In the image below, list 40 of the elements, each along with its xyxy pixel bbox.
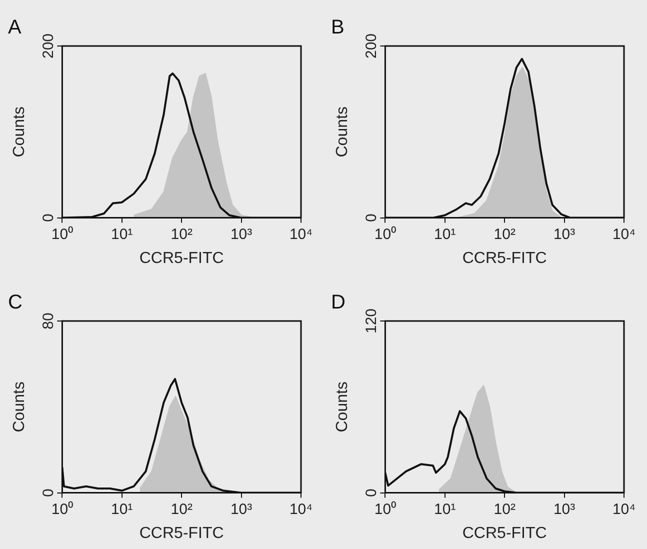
y-tick-label: 120: [362, 308, 380, 334]
y-tick-label: 0: [40, 488, 57, 497]
chart-title: C: [8, 292, 22, 314]
x-tick-label: 10⁴: [289, 500, 313, 518]
x-axis-title: CCR5-FITC: [462, 250, 547, 267]
x-axis-title: CCR5-FITC: [462, 524, 547, 542]
x-tick-label: 10⁰: [51, 226, 74, 243]
x-tick-label: 10²: [494, 226, 516, 243]
chart-title: D: [331, 292, 346, 314]
y-axis-title: Counts: [11, 382, 28, 432]
x-tick-label: 10¹: [434, 226, 456, 243]
x-axis-title: CCR5-FITC: [139, 524, 224, 542]
x-tick-label: 10⁰: [51, 500, 74, 518]
x-tick-label: 10²: [170, 226, 192, 243]
x-tick-label: 10¹: [111, 226, 133, 243]
x-tick-label: 10²: [494, 500, 516, 518]
x-tick-label: 10³: [553, 226, 576, 243]
x-axis-title: CCR5-FITC: [139, 250, 224, 267]
y-tick-label: 0: [362, 488, 380, 497]
x-tick-label: 10⁴: [612, 226, 636, 243]
x-tick-label: 10¹: [111, 500, 133, 518]
x-tick-label: 10²: [170, 500, 192, 518]
x-tick-label: 10⁴: [612, 500, 636, 518]
x-tick-label: 10⁰: [374, 500, 396, 518]
y-tick-label: 80: [40, 312, 57, 330]
x-tick-label: 10³: [230, 226, 252, 243]
y-tick-label: 200: [40, 33, 57, 59]
x-tick-label: 10¹: [434, 500, 456, 518]
x-tick-label: 10⁴: [289, 226, 313, 243]
y-axis-title: Counts: [334, 106, 352, 158]
x-tick-label: 10³: [553, 500, 576, 518]
y-tick-label: 200: [362, 33, 380, 59]
y-tick-label: 0: [362, 214, 380, 222]
chart-title: B: [331, 16, 344, 39]
y-axis-title: Counts: [334, 382, 352, 432]
y-tick-label: 0: [40, 214, 57, 222]
y-axis-title: Counts: [11, 106, 28, 158]
x-tick-label: 10⁰: [374, 226, 396, 243]
chart-title: A: [8, 16, 22, 39]
x-tick-label: 10³: [230, 500, 252, 518]
